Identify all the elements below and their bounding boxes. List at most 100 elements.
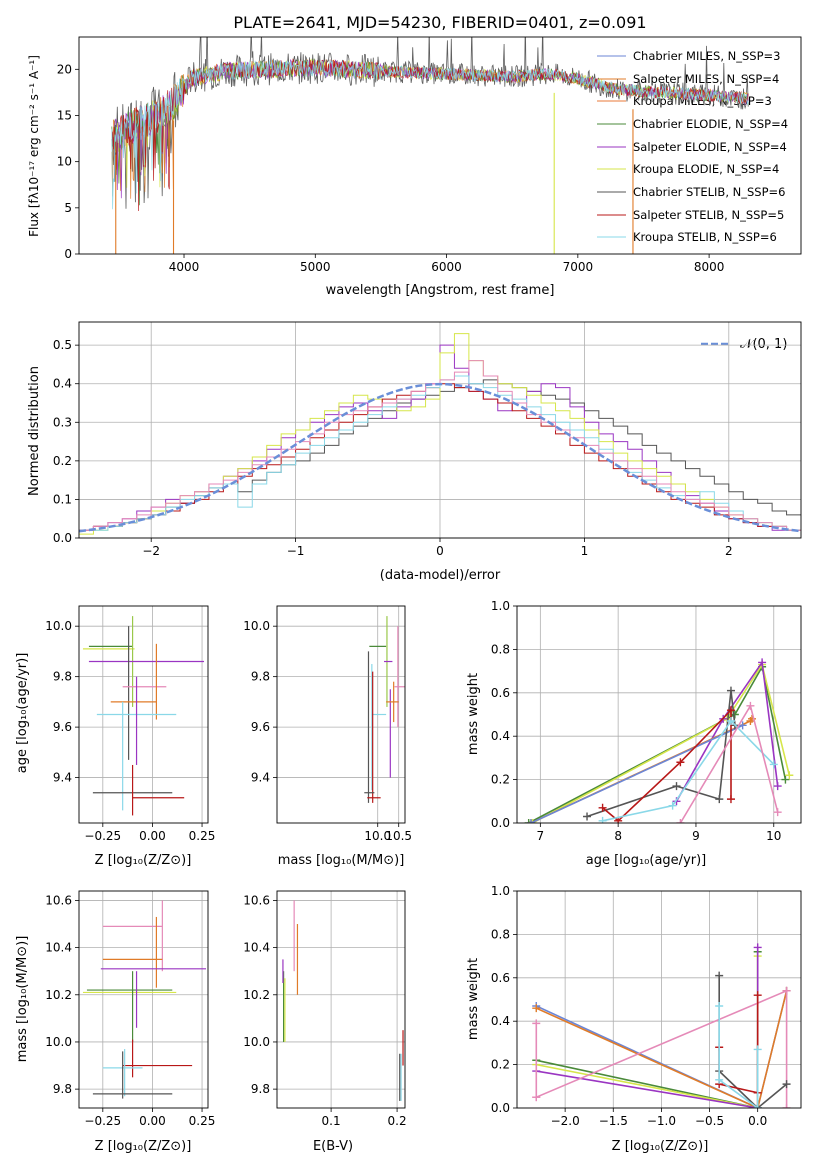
x-tick-label: −1.0 <box>647 1114 676 1128</box>
x-tick-label: 7 <box>537 829 545 843</box>
legend-label-kroupa-elodie: Kroupa ELODIE, N_SSP=4 <box>633 162 779 176</box>
age-z-xlabel: Z [log₁₀(Z/Z⊙)] <box>95 853 192 868</box>
series-point <box>583 812 592 821</box>
y-tick-label: 0.0 <box>491 816 510 830</box>
series-point <box>782 1104 791 1108</box>
y-tick-label: 0.2 <box>53 454 72 468</box>
series-point <box>738 721 747 730</box>
y-tick-label: 0.1 <box>53 492 72 506</box>
x-tick-label: 10.5 <box>385 829 412 843</box>
legend-label-salpeter-elodie: Salpeter ELODIE, N_SSP=4 <box>633 140 787 154</box>
legend-label-salpeter-stelib: Salpeter STELIB, N_SSP=5 <box>633 208 784 222</box>
histogram-lines <box>79 333 801 535</box>
series-point <box>726 706 735 715</box>
age-mass-xlabel: mass [log₁₀(M/M⊙)] <box>278 853 405 868</box>
x-tick-label: 0.00 <box>139 1114 166 1128</box>
x-tick-label: 8000 <box>694 260 725 274</box>
mw-z-ylabel: mass weight <box>466 958 481 1040</box>
y-tick-label: 0.5 <box>53 338 72 352</box>
y-tick-label: 10.2 <box>243 988 270 1002</box>
y-tick-label: 10.0 <box>45 619 72 633</box>
mass-vs-EBV-axes: 0.1 0.2 9.8 10.0 10.2 10.4 10.6 <box>243 891 407 1128</box>
series-point <box>726 717 735 726</box>
y-tick-label: 9.4 <box>251 771 270 785</box>
series-line <box>532 662 791 823</box>
mass-z-ylabel: mass [log₁₀(M/M⊙)] <box>15 936 30 1063</box>
series-point <box>753 1045 762 1054</box>
series-point <box>785 771 794 780</box>
series-point <box>773 808 782 817</box>
x-tick-label: 0.2 <box>388 1114 407 1128</box>
x-tick-label: −0.25 <box>84 829 121 843</box>
spectrum-frame <box>78 36 802 255</box>
x-tick-label: −0.5 <box>695 1114 724 1128</box>
y-tick-label: 9.4 <box>53 771 72 785</box>
x-tick-label: −1.5 <box>599 1114 628 1128</box>
legend-label-kroupa-stelib: Kroupa STELIB, N_SSP=6 <box>633 230 777 244</box>
x-tick-label: 0.0 <box>748 1114 767 1128</box>
y-tick-label: 0.3 <box>53 415 72 429</box>
series-point <box>524 819 533 823</box>
y-tick-label: 10.0 <box>45 1035 72 1049</box>
series-line <box>528 664 787 823</box>
y-tick-label: 5 <box>64 201 72 215</box>
mass-ebv-xlabel: E(B-V) <box>313 1139 353 1154</box>
series-point <box>715 1002 724 1011</box>
mass-vs-Z-axes: −0.25 0.00 0.25 9.8 10.0 10.2 10.4 10.6 <box>45 891 215 1128</box>
series-point <box>782 1080 791 1089</box>
legend-label-chabrier-stelib: Chabrier STELIB, N_SSP=6 <box>633 185 785 199</box>
x-tick-label: 1 <box>581 544 589 558</box>
spectrum-lines <box>111 37 749 254</box>
spectrum-xlabel: wavelength [Angstrom, rest frame] <box>326 283 555 298</box>
y-tick-label: 10.0 <box>243 619 270 633</box>
residual-legend: 𝒩(0, 1) <box>701 337 787 352</box>
series-point <box>773 782 782 791</box>
y-tick-label: 0.0 <box>53 531 72 545</box>
x-tick-label: 0.00 <box>139 829 166 843</box>
series-point <box>676 758 685 767</box>
y-tick-label: 10 <box>57 155 72 169</box>
series-point <box>753 1104 762 1108</box>
mw-age-xlabel: age [log₁₀(age/yr)] <box>586 853 707 868</box>
y-tick-label: 0.4 <box>491 729 510 743</box>
residuals-axes: −2 −1 0 1 2 0.0 0.1 0.2 0.3 0.4 0.5 <box>53 322 801 558</box>
y-tick-label: 9.8 <box>53 670 72 684</box>
series-point <box>781 775 790 784</box>
spectrum-line <box>111 59 749 210</box>
y-tick-label: 0.0 <box>491 1101 510 1115</box>
series-line <box>718 995 759 1094</box>
x-tick-label: −2.0 <box>551 1114 580 1128</box>
x-tick-label: 7000 <box>563 260 594 274</box>
y-tick-label: 20 <box>57 62 72 76</box>
y-tick-label: 10.6 <box>45 893 72 907</box>
series-point <box>758 658 767 667</box>
residual-ylabel: Normed distribution <box>27 366 42 496</box>
y-tick-label: 0.6 <box>491 686 510 700</box>
series-point <box>747 714 756 723</box>
legend-label-chabrier-elodie: Chabrier ELODIE, N_SSP=4 <box>633 117 788 131</box>
x-tick-label: 10.0 <box>364 829 391 843</box>
x-tick-label: 6000 <box>431 260 462 274</box>
series-point <box>715 971 724 980</box>
series-point <box>532 1093 541 1102</box>
x-tick-label: −0.25 <box>84 1114 121 1128</box>
series-point <box>782 986 791 995</box>
series-line <box>675 660 779 802</box>
x-tick-label: 0.25 <box>189 829 216 843</box>
y-tick-label: 10.6 <box>243 893 270 907</box>
y-tick-label: 1.0 <box>491 884 510 898</box>
mw-age-ylabel: mass weight <box>466 673 481 755</box>
series-line <box>602 719 775 822</box>
mw-z-xlabel: Z [log₁₀(Z/Z⊙)] <box>612 1139 709 1154</box>
spectrum-ylabel: Flux [fλ10⁻¹⁷ erg cm⁻² s⁻¹ A⁻¹] <box>27 55 41 237</box>
spectrum-axes: 4000 5000 6000 7000 8000 0 5 10 15 20 <box>57 62 725 274</box>
mass-weight-vs-Z-series <box>532 943 791 1108</box>
y-tick-label: 9.8 <box>53 1082 72 1096</box>
residuals-frame <box>78 321 802 539</box>
age-vs-mass-errorbars <box>364 616 405 803</box>
series-point <box>753 943 762 952</box>
mass-weight-vs-age-series <box>524 658 794 823</box>
y-tick-label: 9.6 <box>53 720 72 734</box>
figure-title: PLATE=2641, MJD=54230, FIBERID=0401, z=0… <box>233 13 646 32</box>
